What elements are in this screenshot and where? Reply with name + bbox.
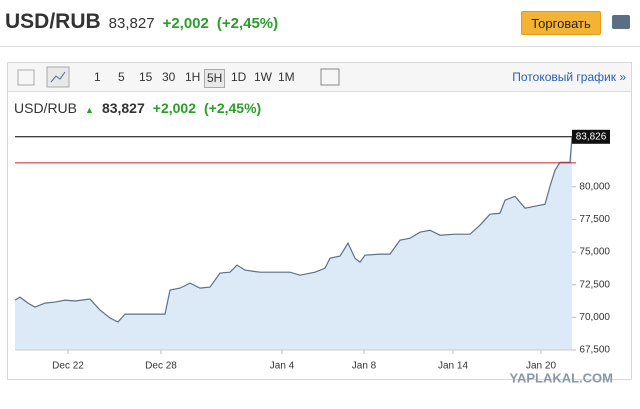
interval-button[interactable]: 1H — [185, 70, 201, 84]
quote-change-pct: (+2,45%) — [203, 100, 262, 116]
streaming-link[interactable]: Потоковый график » — [512, 70, 626, 84]
interval-button[interactable]: 1D — [231, 70, 247, 84]
up-arrow: ▲ — [85, 105, 94, 115]
area-fill — [15, 136, 572, 350]
quote-change: +2,002 — [152, 100, 196, 116]
x-tick-label: Jan 8 — [352, 361, 377, 372]
symbol: USD/RUB — [5, 10, 101, 33]
price-tag — [572, 129, 610, 144]
toolbar — [8, 63, 631, 92]
y-tick-label: 72,500 — [579, 279, 610, 290]
separator — [0, 46, 640, 47]
candle-icon[interactable] — [17, 69, 35, 86]
interval-button[interactable]: 15 — [139, 70, 153, 84]
y-tick-label: 80,000 — [579, 181, 610, 192]
y-tick-label: 77,500 — [579, 214, 610, 225]
interval-button[interactable]: 5 — [118, 70, 125, 84]
y-tick-label: 70,000 — [579, 312, 610, 323]
header: USD/RUB 83,827 +2,002 (+2,45%) — [5, 10, 278, 40]
interval-button[interactable]: 1W — [254, 70, 272, 84]
y-tick-label: 67,500 — [579, 345, 610, 356]
change-pct: (+2,45%) — [216, 15, 279, 32]
chart-frame — [7, 62, 632, 380]
x-tick-label: Dec 28 — [145, 361, 177, 372]
site-watermark: YAPLAKAL.COM — [509, 370, 613, 385]
change: +2,002 — [162, 15, 209, 32]
interval-button[interactable]: 1 — [94, 70, 101, 84]
x-tick-label: Jan 14 — [438, 361, 468, 372]
settings-icon[interactable] — [320, 68, 340, 86]
quote: USD/RUB ▲ 83,827 +2,002 (+2,45%) — [14, 100, 261, 116]
x-tick-label: Jan 4 — [270, 361, 295, 372]
interval-button[interactable]: 30 — [162, 70, 176, 84]
y-tick-label: 75,000 — [579, 247, 610, 258]
portfolio-icon[interactable] — [612, 15, 630, 29]
interval-button[interactable]: 5H — [204, 69, 226, 88]
x-tick-label: Dec 22 — [52, 361, 84, 372]
quote-price: 83,827 — [101, 100, 145, 116]
price: 83,827 — [108, 15, 155, 32]
x-tick-label: Jan 20 — [526, 361, 556, 372]
line-glyph — [50, 71, 66, 83]
price-line — [14, 136, 573, 323]
interval-button[interactable]: 1M — [278, 70, 295, 84]
trade-button[interactable]: Торговать — [521, 11, 601, 35]
price-tag-label: 83,826 — [576, 131, 607, 142]
quote-symbol: USD/RUB — [14, 100, 78, 116]
